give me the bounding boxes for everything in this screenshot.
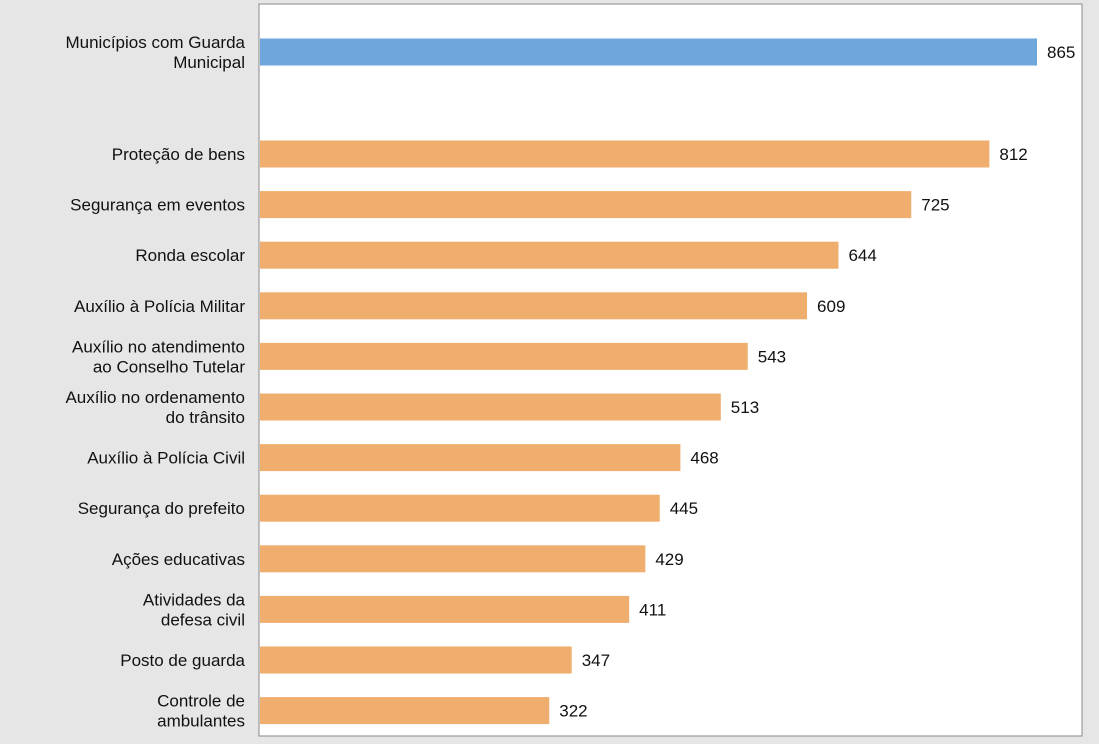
- data-label-11: 322: [559, 702, 587, 721]
- bar-2: [260, 241, 839, 269]
- category-label-highlight-line-1: Municipal: [173, 53, 245, 72]
- bar-8: [260, 545, 646, 573]
- data-label-1: 725: [921, 196, 949, 215]
- data-label-7: 445: [670, 499, 698, 518]
- bar-9: [260, 595, 630, 623]
- data-label-8: 429: [655, 550, 683, 569]
- data-label-3: 609: [817, 297, 845, 316]
- bar-7: [260, 494, 660, 522]
- category-label-11-line-1: ambulantes: [157, 712, 245, 731]
- category-label-7: Segurança do prefeito: [78, 499, 245, 518]
- category-label-5-line-0: Auxílio no ordenamento: [65, 388, 245, 407]
- bar-highlight: [260, 38, 1037, 66]
- category-label-11-line-0: Controle de: [157, 692, 245, 711]
- bar-11: [260, 697, 550, 725]
- category-label-highlight-line-0: Municípios com Guarda: [65, 33, 245, 52]
- category-label-1: Segurança em eventos: [70, 196, 245, 215]
- bar-5: [260, 393, 721, 421]
- data-label-4: 543: [758, 347, 786, 366]
- category-label-4-line-1: ao Conselho Tutelar: [93, 357, 245, 376]
- data-label-2: 644: [848, 246, 876, 265]
- bar-10: [260, 646, 572, 674]
- data-label-10: 347: [582, 651, 610, 670]
- bar-0: [260, 140, 990, 168]
- bar-4: [260, 342, 748, 370]
- data-label-0: 812: [999, 145, 1027, 164]
- category-label-9-line-1: defesa civil: [161, 610, 245, 629]
- category-label-4-line-0: Auxílio no atendimento: [72, 337, 245, 356]
- category-label-9-line-0: Atividades da: [143, 590, 246, 609]
- bar-3: [260, 292, 808, 320]
- data-label-9: 411: [639, 600, 666, 619]
- data-label-6: 468: [690, 449, 718, 468]
- data-label-highlight: 865: [1047, 43, 1075, 62]
- category-label-0: Proteção de bens: [112, 145, 245, 164]
- category-label-6: Auxílio à Polícia Civil: [87, 449, 245, 468]
- category-label-8: Ações educativas: [112, 550, 245, 569]
- bar-1: [260, 191, 912, 219]
- category-label-10: Posto de guarda: [120, 651, 245, 670]
- category-label-5-line-1: do trânsito: [166, 408, 245, 427]
- bar-6: [260, 444, 681, 472]
- category-label-3: Auxílio à Polícia Militar: [74, 297, 245, 316]
- category-label-2: Ronda escolar: [135, 246, 245, 265]
- plot-area: [258, 3, 1083, 737]
- data-label-5: 513: [731, 398, 759, 417]
